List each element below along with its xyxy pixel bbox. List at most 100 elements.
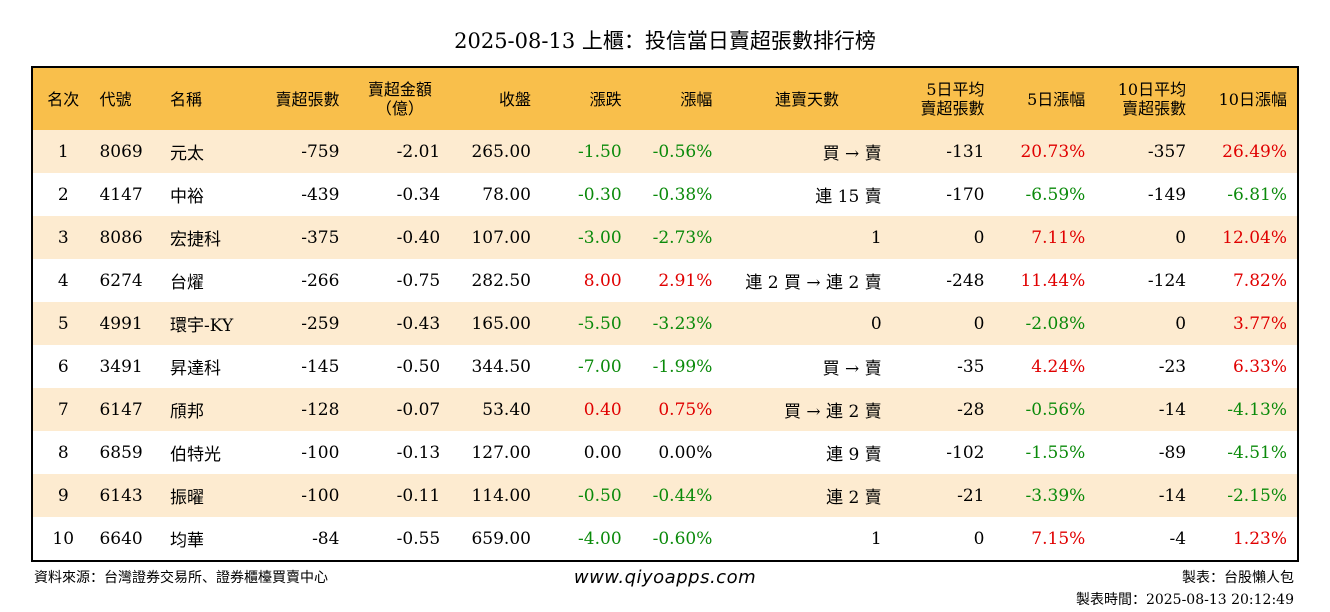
- cell-sell-streak: 連 2 買 → 連 2 賣: [745, 273, 882, 293]
- cell-rank: 5: [57, 313, 69, 334]
- header-pct5: 5日漲幅: [1027, 89, 1086, 109]
- cell-pct5: -6.59%: [1025, 184, 1086, 205]
- cell-sell-streak: 0: [870, 313, 882, 334]
- cell-rank: 9: [57, 485, 69, 506]
- cell-sell-streak: 連 9 賣: [826, 445, 882, 465]
- cell-change: -3.00: [578, 227, 622, 248]
- cell-name: 台燿: [170, 273, 205, 293]
- cell-avg5-sell: -35: [957, 356, 985, 377]
- cell-sell-lots: -100: [301, 485, 340, 506]
- cell-code: 4147: [99, 184, 143, 205]
- cell-code: 6640: [99, 528, 143, 549]
- cell-code: 3491: [99, 356, 143, 377]
- cell-pct5: 20.73%: [1020, 141, 1086, 162]
- cell-change-pct: 0.00%: [658, 442, 713, 463]
- cell-avg10-sell: -23: [1158, 356, 1187, 377]
- cell-name: 均華: [170, 531, 205, 551]
- cell-sell-streak: 1: [870, 528, 882, 549]
- cell-change-pct: 2.91%: [658, 270, 713, 291]
- cell-pct5: -0.56%: [1025, 399, 1086, 420]
- table-body: 1 8069 元太 -759 -2.01 265.00 -1.50 -0.56% 買 → 賣 -1…: [33, 130, 1297, 560]
- cell-avg5-sell: -21: [957, 485, 985, 506]
- cell-change-pct: -0.44%: [652, 485, 713, 506]
- header-avg5-sell: 5日平均 賣超張數: [920, 80, 985, 118]
- cell-change: 8.00: [583, 270, 622, 291]
- cell-pct5: -3.39%: [1025, 485, 1086, 506]
- ranking-table: 名次 代號 名稱 賣超張數 賣超金額 （億） 收盤 漲跌 漲幅 連賣天數 5日平均 賣超張數 5日漲幅 1…: [33, 68, 1297, 560]
- cell-rank: 1: [57, 141, 69, 162]
- cell-close: 659.00: [471, 528, 531, 549]
- table-row: 6 3491 昇達科 -145 -0.50 344.50 -7.00 -1.99% 買 → 賣 -…: [33, 345, 1297, 388]
- cell-name: 環宇-KY: [170, 316, 234, 336]
- header-sell-lots: 賣超張數: [275, 89, 340, 109]
- cell-pct10: -6.81%: [1227, 184, 1287, 205]
- cell-sell-amount: -2.01: [396, 141, 441, 162]
- cell-name: 元太: [170, 144, 205, 164]
- data-source: 資料來源：台灣證券交易所、證券櫃檯買賣中心: [34, 570, 328, 586]
- cell-change: 0.00: [583, 442, 622, 463]
- cell-sell-lots: -100: [301, 442, 340, 463]
- header-pct10: 10日漲幅: [1218, 89, 1287, 109]
- cell-avg5-sell: 0: [973, 528, 985, 549]
- header-name: 名稱: [170, 89, 203, 109]
- cell-change-pct: -0.38%: [652, 184, 713, 205]
- cell-pct5: -1.55%: [1025, 442, 1086, 463]
- cell-sell-amount: -0.43: [396, 313, 441, 334]
- cell-avg10-sell: -89: [1158, 442, 1187, 463]
- cell-avg10-sell: -4: [1169, 528, 1187, 549]
- table-row: 10 6640 均華 -84 -0.55 659.00 -4.00 -0.60% 1 0 7.15%…: [33, 517, 1297, 560]
- cell-name: 伯特光: [170, 445, 222, 465]
- website-link[interactable]: www.qiyoapps.com: [573, 567, 757, 588]
- cell-sell-amount: -0.13: [396, 442, 441, 463]
- cell-pct10: 7.82%: [1232, 270, 1287, 291]
- cell-name: 中裕: [170, 187, 205, 207]
- cell-sell-amount: -0.34: [396, 184, 441, 205]
- cell-pct10: 26.49%: [1222, 141, 1287, 162]
- header-rank: 名次: [47, 89, 80, 109]
- cell-code: 8086: [99, 227, 143, 248]
- cell-pct10: -2.15%: [1227, 485, 1287, 506]
- cell-change: -5.50: [578, 313, 622, 334]
- header-sell-amount: 賣超金額 （億）: [367, 80, 432, 118]
- table-row: 8 6859 伯特光 -100 -0.13 127.00 0.00 0.00% 連 9 賣 -10…: [33, 431, 1297, 474]
- cell-sell-lots: -259: [301, 313, 340, 334]
- cell-avg5-sell: -131: [946, 141, 985, 162]
- cell-code: 6274: [99, 270, 143, 291]
- timestamp-label: 製表時間：2025-08-13 20:12:49: [1075, 592, 1294, 608]
- cell-rank: 7: [57, 399, 69, 420]
- cell-sell-amount: -0.40: [396, 227, 441, 248]
- cell-close: 344.50: [471, 356, 531, 377]
- cell-close: 127.00: [471, 442, 531, 463]
- cell-sell-amount: -0.11: [396, 485, 441, 506]
- cell-sell-lots: -145: [301, 356, 340, 377]
- cell-pct10: 6.33%: [1232, 356, 1287, 377]
- cell-avg10-sell: 0: [1175, 227, 1187, 248]
- cell-avg5-sell: -170: [946, 184, 985, 205]
- cell-sell-lots: -759: [301, 141, 340, 162]
- cell-rank: 6: [57, 356, 69, 377]
- cell-change-pct: -2.73%: [652, 227, 713, 248]
- cell-pct10: -4.13%: [1227, 399, 1287, 420]
- footer-credits: 製表：台股懶人包 製表時間：2025-08-13 20:12:49: [1076, 567, 1294, 611]
- cell-close: 78.00: [482, 184, 531, 205]
- cell-rank: 8: [57, 442, 69, 463]
- cell-pct10: 12.04%: [1222, 227, 1287, 248]
- cell-name: 頎邦: [170, 402, 205, 422]
- cell-avg5-sell: 0: [973, 313, 985, 334]
- cell-avg10-sell: -14: [1158, 485, 1187, 506]
- cell-name: 宏捷科: [170, 230, 222, 250]
- cell-rank: 4: [57, 270, 69, 291]
- table-row: 9 6143 振曜 -100 -0.11 114.00 -0.50 -0.44% 連 2 賣 -2…: [33, 474, 1297, 517]
- cell-sell-lots: -439: [301, 184, 340, 205]
- author-label: 製表：台股懶人包: [1182, 570, 1294, 586]
- cell-pct10: 1.23%: [1232, 528, 1287, 549]
- cell-change-pct: -0.56%: [652, 141, 713, 162]
- cell-sell-streak: 連 2 賣: [826, 488, 882, 508]
- cell-avg5-sell: -102: [946, 442, 985, 463]
- header-close: 收盤: [498, 89, 531, 109]
- cell-close: 53.40: [482, 399, 531, 420]
- cell-pct5: 7.15%: [1031, 528, 1086, 549]
- cell-sell-lots: -266: [301, 270, 340, 291]
- cell-close: 265.00: [471, 141, 531, 162]
- cell-sell-streak: 買 → 賣: [822, 144, 882, 164]
